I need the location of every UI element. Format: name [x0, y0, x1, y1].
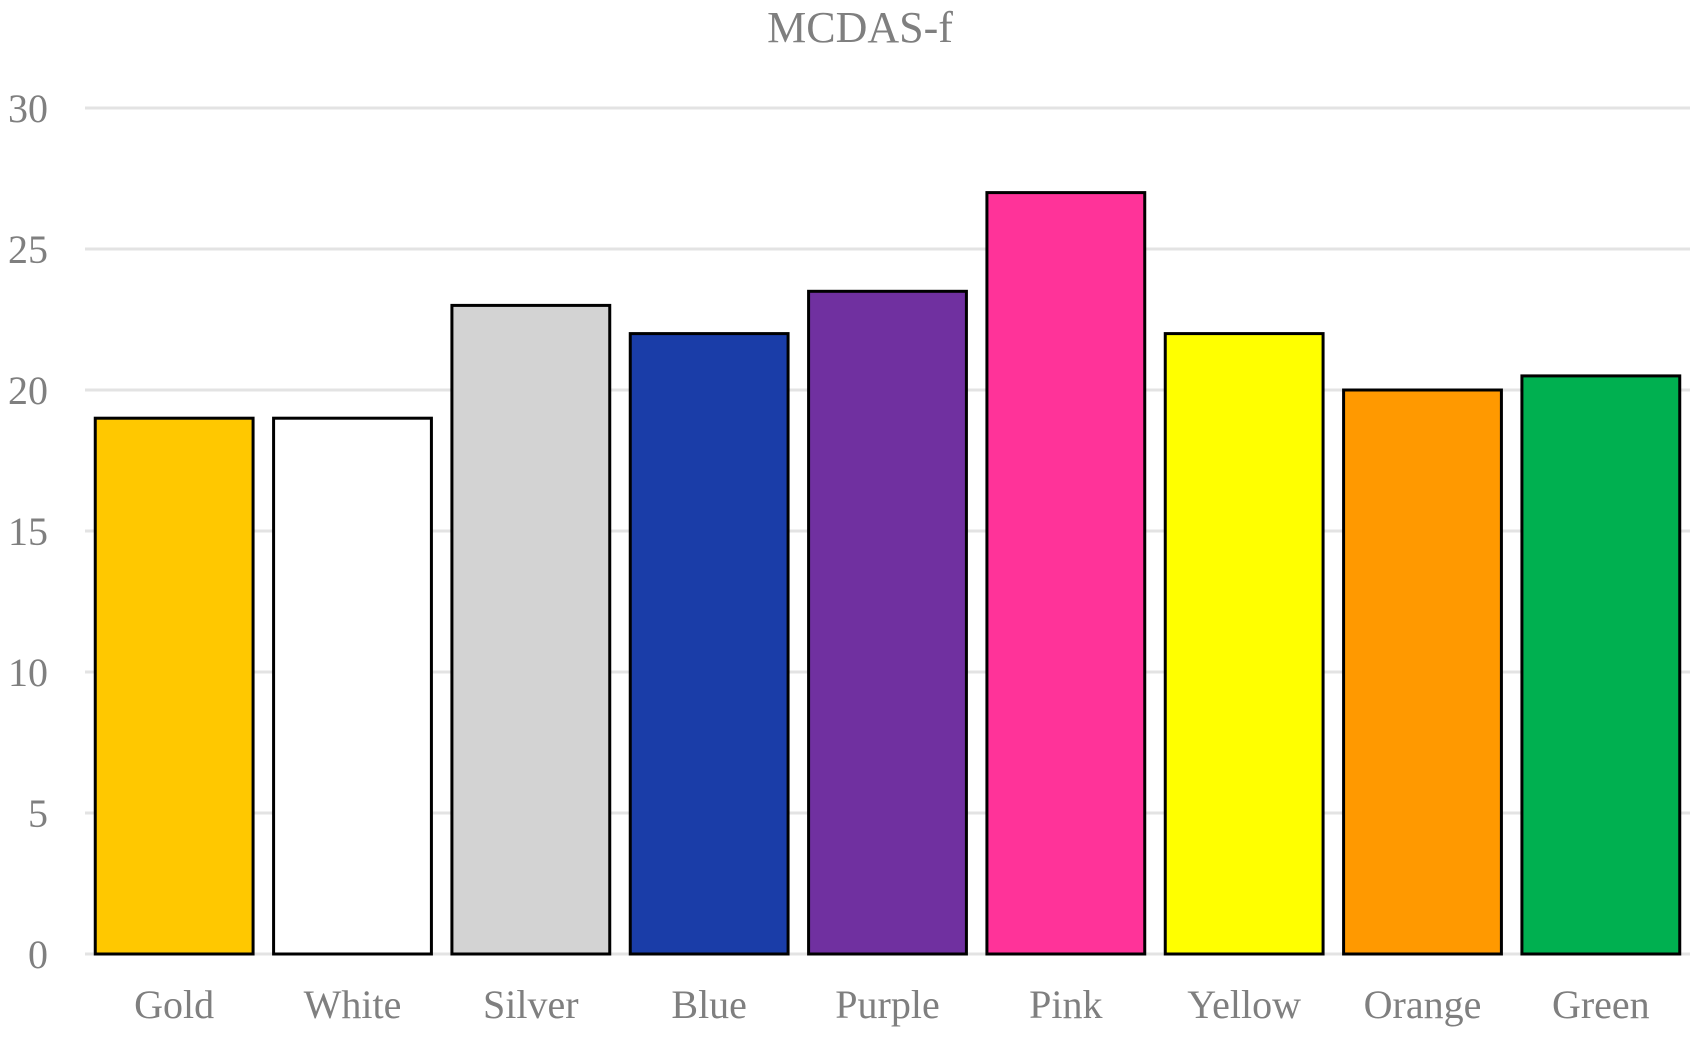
x-tick-label: Orange: [1364, 982, 1482, 1027]
chart-title: MCDAS-f: [767, 3, 953, 52]
y-tick-label: 15: [8, 509, 48, 554]
x-tick-label: Silver: [483, 982, 579, 1027]
x-tick-label: Purple: [835, 982, 939, 1027]
bar-pink: [985, 191, 1147, 956]
x-axis-tick-labels: Gold White Silver Blue Purple Pink Yellow Orang…: [134, 982, 1650, 1027]
x-tick-label: Pink: [1029, 982, 1102, 1027]
bar-white: [272, 416, 433, 956]
y-tick-label: 10: [8, 650, 48, 695]
y-tick-label: 20: [8, 368, 48, 413]
bars: [93, 191, 1682, 956]
x-tick-label: Blue: [671, 982, 747, 1027]
y-tick-label: 5: [28, 791, 48, 836]
x-tick-label: Green: [1552, 982, 1650, 1027]
y-tick-label: 30: [8, 86, 48, 131]
bar-silver: [450, 303, 612, 956]
bar-yellow: [1163, 332, 1325, 956]
bar-green: [1520, 374, 1682, 956]
bar-purple: [807, 289, 968, 956]
bar-blue: [628, 332, 790, 956]
x-tick-label: Yellow: [1187, 982, 1301, 1027]
bar-gold: [93, 416, 255, 956]
y-tick-label: 0: [28, 932, 48, 977]
x-tick-label: Gold: [134, 982, 214, 1027]
x-tick-label: White: [304, 982, 402, 1027]
y-axis-tick-labels: 0 5 10 15 20 25 30: [8, 86, 48, 977]
y-tick-label: 25: [8, 227, 48, 272]
bar-orange: [1342, 388, 1503, 956]
